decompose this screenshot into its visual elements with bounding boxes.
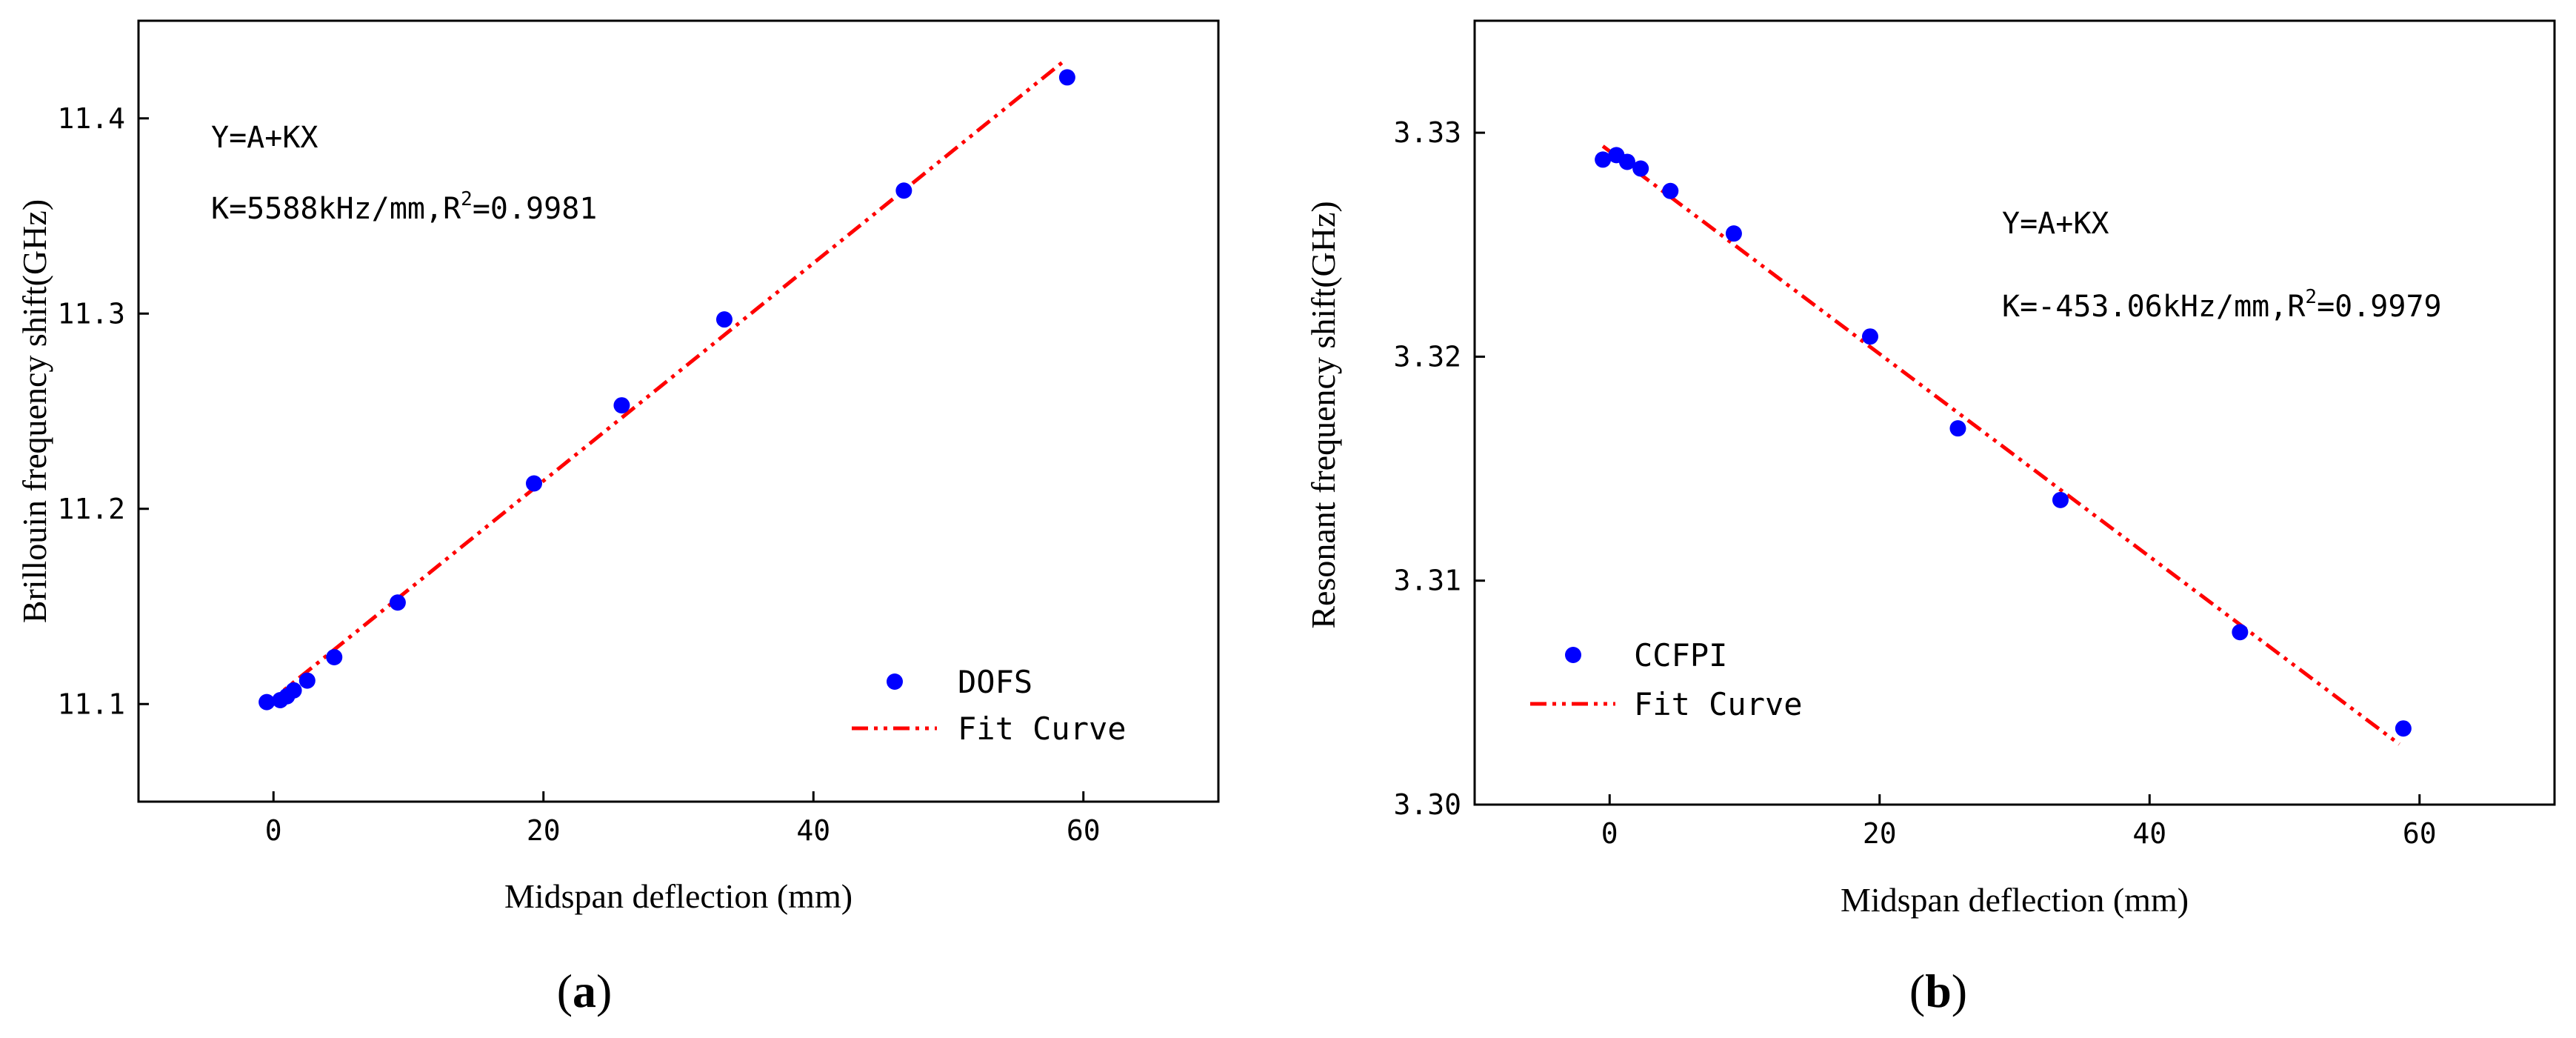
data-point [715, 311, 733, 328]
caption-close-b: ) [1952, 965, 1967, 1017]
legend-label-ccfpi: CCFPI [1634, 637, 1727, 673]
data-point [326, 649, 343, 666]
data-point [1058, 69, 1075, 86]
y-axis-title-b: Resonant frequency shift(GHz) [1304, 201, 1342, 628]
data-point [2052, 491, 2069, 508]
annotation-fit-params-b: K=-453.06kHz/mm,R2=0.9979 [2002, 286, 2442, 324]
data-point [2395, 720, 2412, 737]
x-axis-title-b: Midspan deflection (mm) [1841, 881, 2189, 919]
panel-caption-a: (a) [557, 965, 613, 1017]
y-ticks-a: 11.1 11.2 11.3 11.4 [57, 102, 149, 720]
annotation-equation-b: Y=A+KX [2002, 207, 2109, 241]
legend-marker-ccfpi [1565, 647, 1581, 663]
legend-label-fit-b: Fit Curve [1634, 686, 1803, 722]
data-point [285, 682, 302, 699]
data-point [2232, 624, 2249, 641]
legend-marker-dofs [887, 673, 903, 690]
data-point [1618, 153, 1635, 170]
x-tick-label: 40 [796, 814, 830, 847]
plot-frame-b [1473, 19, 2556, 806]
fit-curve-series-b [1601, 144, 2400, 746]
fit-curve-series-a [265, 60, 1064, 706]
annotation-r2-a: =0.9981 [473, 192, 598, 226]
caption-letter-b: b [1925, 965, 1952, 1017]
x-tick-label: 0 [1601, 817, 1618, 850]
y-axis-title-a: Brillouin frequency shift(GHz) [16, 199, 53, 623]
fit-curve-line [1601, 144, 2400, 746]
y-tick-label: 11.4 [57, 102, 125, 135]
data-point [298, 672, 316, 689]
chart-panel-b: 0 20 40 60 3.30 3.31 3.32 3.33 Y=A+KX K=-453.0… [1304, 19, 2556, 1017]
x-tick-label: 60 [1067, 814, 1101, 847]
data-point [525, 475, 542, 492]
x-ticks-b: 0 20 40 60 [1601, 794, 2437, 850]
y-tick-label: 3.33 [1393, 116, 1461, 149]
data-point [1632, 160, 1649, 177]
plot-frame-a [137, 19, 1220, 803]
data-point [389, 594, 406, 611]
x-tick-label: 20 [1863, 817, 1897, 850]
x-ticks-a: 0 20 40 60 [265, 791, 1101, 847]
caption-close-a: ) [596, 965, 612, 1017]
chart-panel-a: 0 20 40 60 11.1 11.2 11.3 11.4 Y=A+KX K=5588kH… [16, 19, 1220, 1017]
caption-open-a: ( [557, 965, 573, 1017]
annotation-k-b: K=-453.06kHz/mm,R [2002, 290, 2306, 324]
x-axis-title-a: Midspan deflection (mm) [504, 877, 852, 915]
panel-caption-b: (b) [1909, 965, 1967, 1017]
y-tick-label: 3.32 [1393, 340, 1461, 373]
data-point [1949, 420, 1966, 437]
y-tick-label: 11.3 [57, 297, 125, 330]
ccfpi-series-b [1595, 147, 2412, 737]
y-tick-label: 3.31 [1393, 565, 1461, 597]
data-point [1595, 151, 1612, 168]
annotation-sup-b: 2 [2305, 286, 2317, 308]
data-point [1662, 182, 1679, 199]
data-point [1725, 225, 1742, 242]
caption-open-b: ( [1909, 965, 1925, 1017]
legend-a: DOFS Fit Curve [852, 664, 1127, 747]
x-tick-label: 60 [2403, 817, 2437, 850]
fit-curve-line [265, 60, 1064, 706]
legend-label-dofs: DOFS [958, 664, 1032, 700]
y-ticks-b: 3.30 3.31 3.32 3.33 [1393, 116, 1485, 821]
x-tick-label: 0 [265, 814, 282, 847]
y-tick-label: 11.1 [57, 688, 125, 720]
y-tick-label: 11.2 [57, 493, 125, 525]
legend-label-fit-a: Fit Curve [958, 711, 1127, 747]
legend-b: CCFPI Fit Curve [1530, 637, 1803, 722]
annotation-sup-a: 2 [461, 188, 473, 210]
x-tick-label: 20 [527, 814, 561, 847]
dofs-series-a [258, 69, 1075, 711]
annotation-equation-a: Y=A+KX [211, 121, 318, 155]
data-point [258, 693, 276, 711]
annotation-fit-params-a: K=5588kHz/mm,R2=0.9981 [211, 188, 597, 226]
x-tick-label: 40 [2132, 817, 2166, 850]
caption-letter-a: a [573, 965, 596, 1017]
data-point [895, 182, 912, 199]
y-tick-label: 3.30 [1393, 788, 1461, 821]
data-point [1861, 328, 1878, 345]
annotation-k-a: K=5588kHz/mm,R [211, 192, 461, 226]
annotation-r2-b: =0.9979 [2317, 290, 2442, 324]
data-point [613, 397, 630, 414]
